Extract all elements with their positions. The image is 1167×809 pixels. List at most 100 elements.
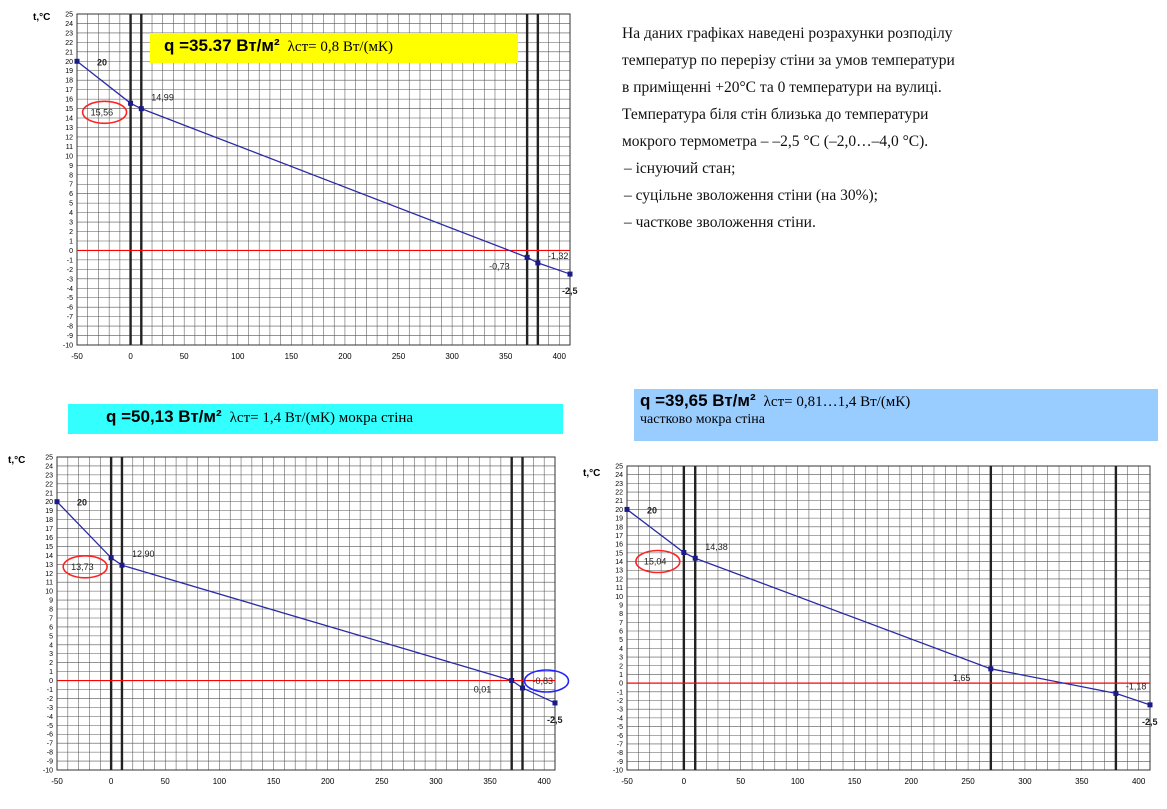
data-label: 13,73 <box>71 562 94 572</box>
y-tick-label: 2 <box>619 663 623 670</box>
badge-subtitle: частково мокра стіна <box>640 412 765 427</box>
x-tick-label: 350 <box>1075 777 1089 786</box>
y-tick-label: -8 <box>47 750 53 757</box>
y-tick-label: 7 <box>619 620 623 627</box>
data-label: 1,65 <box>953 673 971 683</box>
y-tick-label: 10 <box>615 594 623 601</box>
y-tick-label: 25 <box>65 12 73 19</box>
y-tick-label: 13 <box>45 562 53 569</box>
y-tick-label: 10 <box>45 589 53 596</box>
data-label: -1,18 <box>1126 681 1147 691</box>
conductivity-label: λст= 0,81…1,4 Вт/(мК) <box>763 394 911 410</box>
x-tick-label: 100 <box>231 352 245 361</box>
y-tick-label: 23 <box>45 472 53 479</box>
heat-flux-label: q =50,13 Вт/м² <box>106 407 222 426</box>
x-tick-label: 50 <box>161 777 170 786</box>
y-tick-label: 0 <box>49 678 53 685</box>
y-tick-label: -6 <box>617 733 623 740</box>
y-tick-label: 3 <box>49 651 53 658</box>
bullet-full-wet: – суцільне зволоження стіни (на 30%); <box>624 187 878 204</box>
y-tick-label: 22 <box>65 40 73 47</box>
y-tick-label: 18 <box>615 524 623 531</box>
y-tick-label: 11 <box>46 580 53 587</box>
y-tick-label: -4 <box>617 715 623 722</box>
badge-wet-wall: q =50,13 Вт/м² λст= 1,4 Вт/(мК) мокра сті… <box>68 404 563 434</box>
x-tick-label: 300 <box>445 352 459 361</box>
y-tick-label: 4 <box>69 210 73 217</box>
y-tick-label: 0 <box>69 248 73 255</box>
bullet-existing: – існуючий стан; <box>624 160 736 177</box>
y-tick-label: 12 <box>45 571 53 578</box>
data-label: 20 <box>77 498 87 508</box>
data-label: -2,5 <box>1142 717 1158 727</box>
description-line: в приміщенні +20°С та 0 температури на в… <box>622 79 942 96</box>
data-label: -2,5 <box>562 286 578 296</box>
highlight-circle <box>81 100 128 125</box>
y-tick-label: 15 <box>45 544 53 551</box>
y-tick-label: 5 <box>619 637 623 644</box>
data-point <box>138 106 144 112</box>
x-tick-label: 100 <box>791 777 805 786</box>
y-tick-label: -3 <box>47 705 53 712</box>
conductivity-label: λст= 1,4 Вт/(мК) мокра стіна <box>229 410 414 426</box>
temperature-profile-line <box>76 60 571 275</box>
x-tick-label: 250 <box>392 352 406 361</box>
y-tick-label: 25 <box>45 455 53 462</box>
x-tick-label: 250 <box>375 777 389 786</box>
x-tick-label: 400 <box>537 777 551 786</box>
y-tick-label: -6 <box>67 305 73 312</box>
bullet-partial-wet: – часткове зволоження стіни. <box>624 214 816 231</box>
y-tick-label: 16 <box>65 97 73 104</box>
x-tick-label: 400 <box>553 352 567 361</box>
y-tick-label: 17 <box>615 533 623 540</box>
y-tick-label: 14 <box>615 559 623 566</box>
chart-panel-existing: -50 0 50 100 150 200 250 300 350 400 25 24 23 22 21 20 1… <box>0 0 600 380</box>
temperature-profile-line <box>626 508 1151 706</box>
y-tick-label: 14 <box>65 116 73 123</box>
y-tick-label: 11 <box>66 144 73 151</box>
chart-0-group: -50 0 50 100 150 200 250 300 350 4002524232221201… <box>33 12 578 362</box>
y-tick-label: -8 <box>67 324 73 331</box>
chart-2-group: -50 0 50 100 150 200 250 300 350 4002524232221201… <box>583 464 1158 787</box>
heat-flux-label: q =39,65 Вт/м² <box>640 391 756 410</box>
y-tick-label: -2 <box>47 696 53 703</box>
y-tick-label: 21 <box>615 498 623 505</box>
y-tick-label: 8 <box>619 611 623 618</box>
plot-frame <box>76 13 571 346</box>
y-tick-label: 5 <box>69 201 73 208</box>
chart-wet-wall: -50 0 50 100 150 200 250 300 350 4002524232221201… <box>8 455 570 786</box>
data-point <box>108 555 114 561</box>
x-tick-label: 0 <box>128 352 133 361</box>
data-label: 20 <box>97 57 107 67</box>
data-label: -0,83 <box>533 676 554 686</box>
data-point <box>520 685 526 691</box>
y-tick-label: 21 <box>45 490 53 497</box>
data-point <box>74 58 80 64</box>
y-tick-label: 23 <box>615 481 623 488</box>
data-point <box>552 700 558 706</box>
y-tick-label: 12 <box>65 134 73 141</box>
data-point <box>624 506 630 512</box>
y-tick-label: 16 <box>45 535 53 542</box>
y-axis-label: t,°C <box>8 455 25 466</box>
y-tick-label: -1 <box>617 689 623 696</box>
y-tick-label: -5 <box>617 724 623 731</box>
description-line: На даних графіках наведені розрахунки ро… <box>622 25 953 42</box>
y-tick-label: 17 <box>45 526 53 533</box>
y-axis-label: t,°C <box>583 468 600 479</box>
y-tick-label: 7 <box>69 182 73 189</box>
y-tick-label: 24 <box>615 472 623 479</box>
x-tick-label: 50 <box>180 352 189 361</box>
plot-frame <box>626 465 1151 771</box>
y-tick-label: 17 <box>65 87 73 94</box>
data-point <box>988 666 994 672</box>
x-tick-label: 250 <box>961 777 975 786</box>
data-point <box>1113 690 1119 696</box>
y-tick-label: -3 <box>67 276 73 283</box>
y-tick-label: 1 <box>619 672 623 679</box>
x-tick-label: 50 <box>736 777 745 786</box>
y-tick-label: 4 <box>49 642 53 649</box>
y-tick-label: 23 <box>65 30 73 37</box>
y-tick-label: 19 <box>65 68 73 75</box>
